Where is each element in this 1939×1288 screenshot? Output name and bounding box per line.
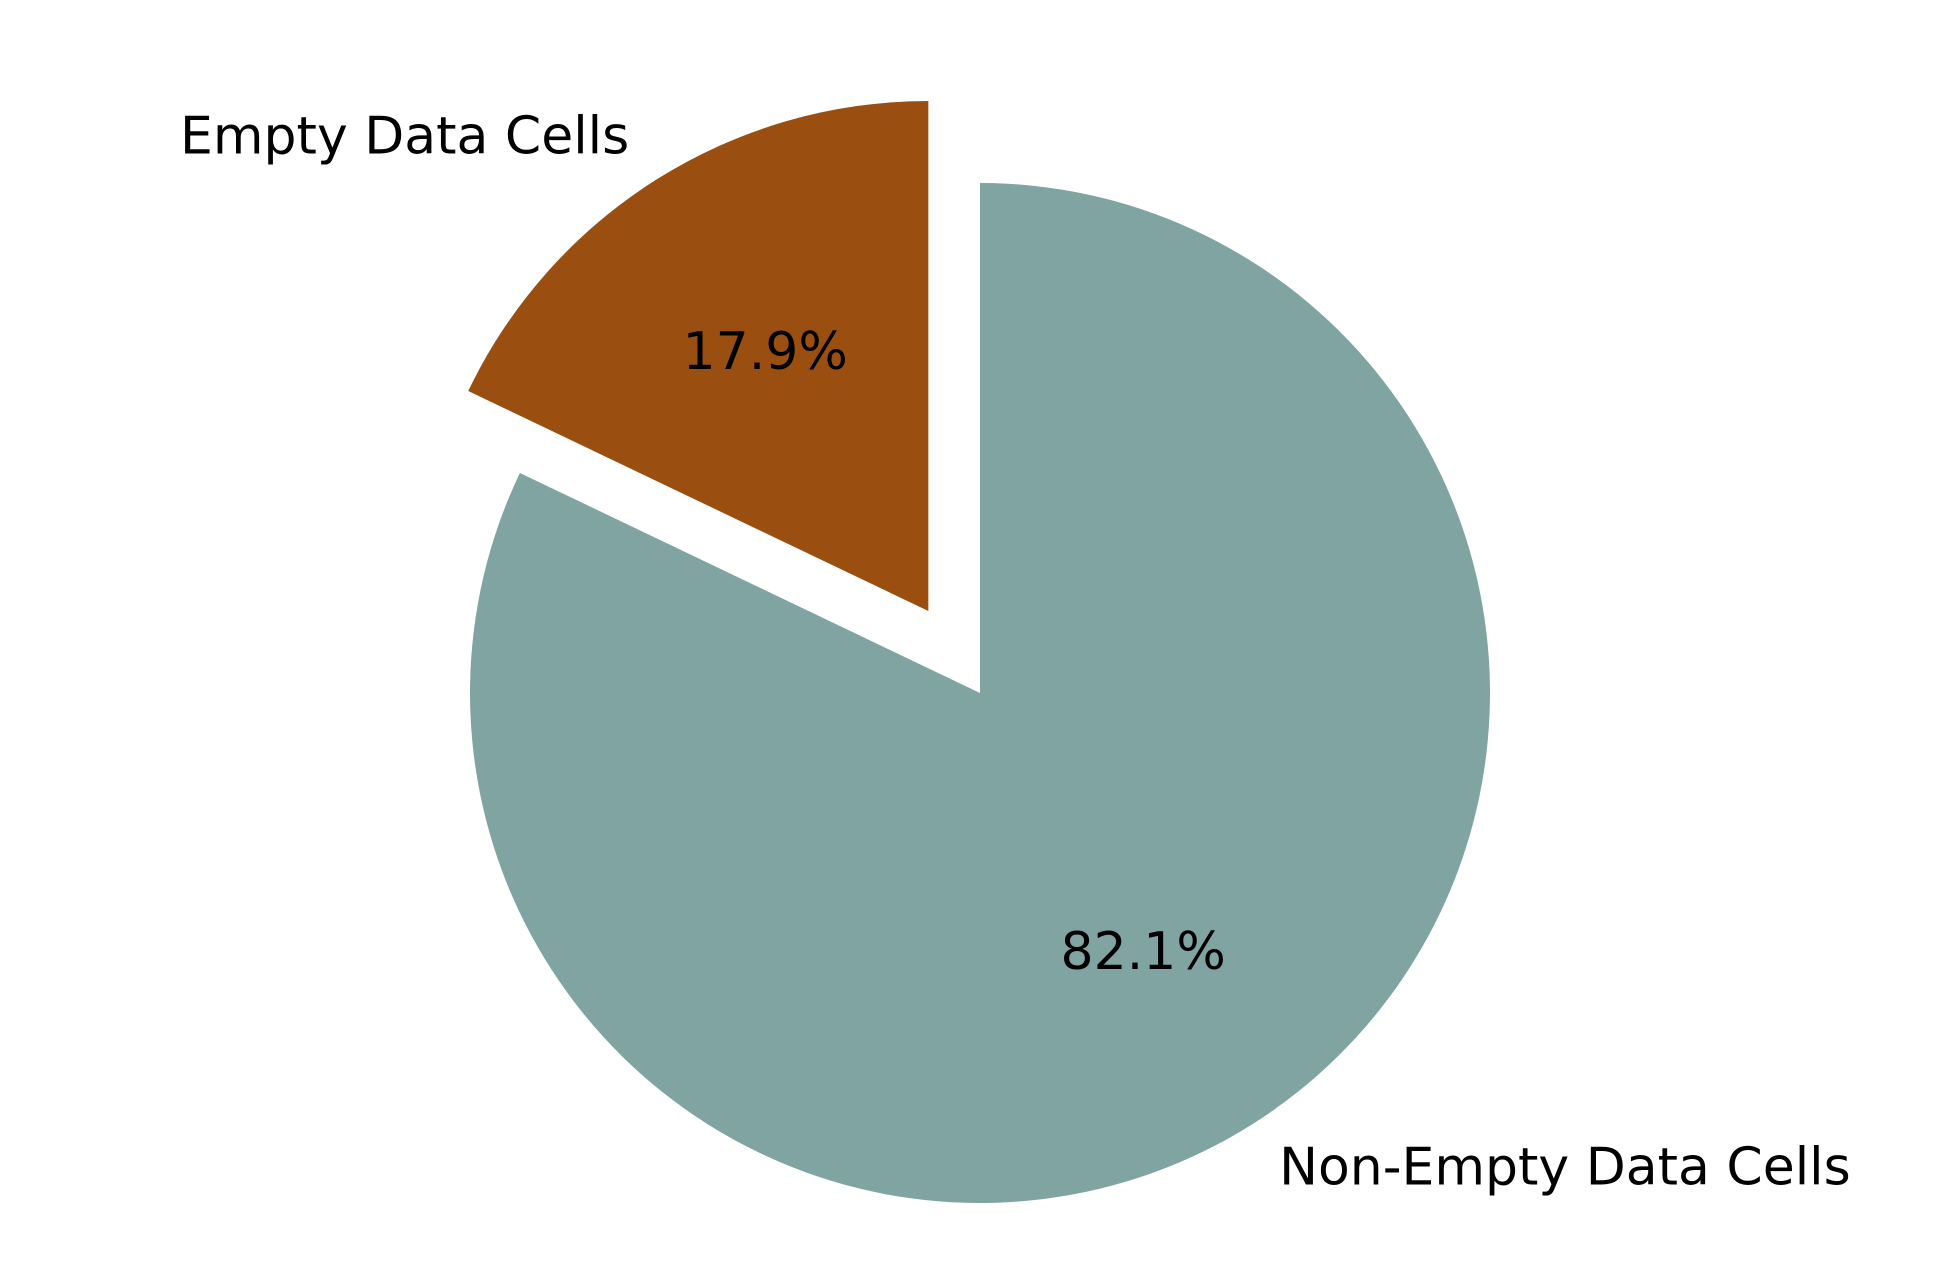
pie-labels: 17.9% Empty Data Cells 82.1% Non-Empty Data… bbox=[180, 106, 1851, 1197]
pie-slices bbox=[468, 101, 1490, 1203]
pie-percent-label-2: 82.1% bbox=[1061, 922, 1226, 982]
pie-category-label-2: Non-Empty Data Cells bbox=[1279, 1138, 1851, 1198]
pie-slice-2 bbox=[469, 183, 1490, 1203]
pie-slice-1 bbox=[468, 101, 929, 612]
pie-percent-label-1: 17.9% bbox=[683, 322, 848, 382]
pie-category-label-1: Empty Data Cells bbox=[180, 106, 629, 166]
